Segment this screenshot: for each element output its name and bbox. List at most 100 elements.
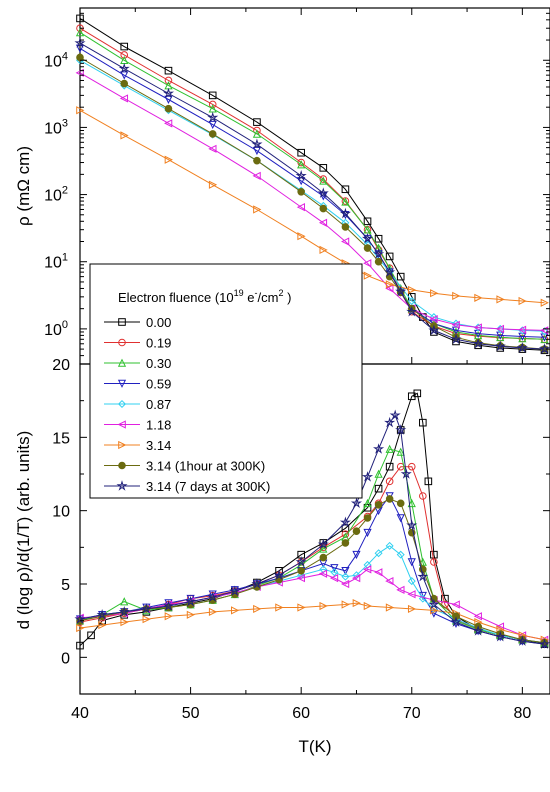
top-y-tick-exp: 4 xyxy=(62,50,68,62)
x-tick-label: 70 xyxy=(403,705,421,722)
top-point xyxy=(385,284,394,293)
legend-title-sup3: 2 xyxy=(278,288,283,298)
top-y-tick-label: 101 xyxy=(44,252,68,272)
legend-marker xyxy=(117,399,127,409)
bottom-point xyxy=(76,623,85,633)
top-point xyxy=(317,187,329,198)
top-series-8 xyxy=(74,37,550,354)
bottom-point xyxy=(430,550,438,559)
bottom-point xyxy=(295,556,307,567)
legend-label: 3.14 xyxy=(146,438,171,453)
bottom-point xyxy=(396,447,405,456)
bottom-point xyxy=(373,443,385,454)
top-point xyxy=(341,223,350,231)
bottom-point xyxy=(407,462,416,471)
bottom-point xyxy=(395,424,407,435)
legend-marker xyxy=(118,461,126,470)
bottom-point xyxy=(296,574,305,583)
legend-marker xyxy=(117,358,127,367)
top-point xyxy=(164,104,173,113)
legend-title: Electron fluence (1019 e-/cm2 ) xyxy=(118,288,291,305)
top-point xyxy=(540,298,549,307)
legend-entry: 1.18 xyxy=(104,418,171,433)
bottom-point xyxy=(251,578,263,589)
top-point xyxy=(341,197,350,206)
top-point xyxy=(407,297,416,306)
bottom-series-6 xyxy=(76,598,549,644)
bottom-y-tick-label: 10 xyxy=(52,504,70,521)
top-point xyxy=(384,266,396,277)
bottom-point xyxy=(374,501,383,509)
top-point xyxy=(517,325,527,334)
bottom-point xyxy=(396,550,405,559)
top-point xyxy=(208,144,217,153)
bottom-point xyxy=(396,585,405,594)
bottom-point xyxy=(385,603,395,612)
bottom-point xyxy=(185,595,197,607)
top-y-tick-base: 10 xyxy=(44,188,62,205)
bottom-point xyxy=(385,576,394,586)
top-point xyxy=(207,111,219,123)
legend-marker xyxy=(117,420,126,429)
top-y-tick-exp: 0 xyxy=(62,319,68,331)
bottom-point xyxy=(418,557,427,566)
bottom-y-tick-label: 20 xyxy=(52,357,70,374)
top-point xyxy=(252,146,262,156)
top-point xyxy=(395,285,407,297)
bottom-point xyxy=(329,574,339,583)
bottom-point xyxy=(339,516,351,528)
top-point xyxy=(75,27,85,37)
bottom-point xyxy=(516,635,528,646)
x-axis-title: T(K) xyxy=(298,737,331,756)
top-point xyxy=(164,76,173,85)
bottom-point xyxy=(229,585,241,597)
bottom-point xyxy=(317,538,329,550)
bottom-point xyxy=(318,569,328,578)
bottom-point xyxy=(340,579,350,589)
bottom-point xyxy=(350,497,363,509)
top-point xyxy=(120,42,129,51)
legend: Electron fluence (1019 e-/cm2 ) 0.00 0.19… xyxy=(89,263,363,499)
top-point xyxy=(76,53,84,62)
bottom-point xyxy=(273,569,285,580)
legend-marker xyxy=(118,318,126,326)
bottom-y-axis-title: d (log ρ)/d(1/T) (arb. units) xyxy=(14,431,33,630)
bottom-point xyxy=(538,638,550,649)
legend-label: 0.30 xyxy=(146,356,171,371)
x-tick-label: 60 xyxy=(292,705,310,722)
top-point xyxy=(253,118,261,126)
top-series-line-8 xyxy=(79,42,545,350)
legend-entries: 0.00 0.19 0.30 0.59 0.87 1.18 3.14 3.14 (1hour … xyxy=(104,315,270,494)
legend-title-unit: /cm xyxy=(257,290,278,305)
bottom-point xyxy=(253,604,262,614)
top-point xyxy=(76,106,85,115)
top-point xyxy=(164,119,173,128)
top-y-tick-exp: 2 xyxy=(62,185,68,197)
bottom-point xyxy=(352,598,361,608)
top-point xyxy=(363,217,372,226)
top-point xyxy=(472,337,484,349)
bottom-point xyxy=(396,499,405,508)
top-point xyxy=(495,324,505,333)
top-point xyxy=(164,66,173,75)
x-tick-label: 40 xyxy=(71,705,89,722)
bottom-point xyxy=(363,498,372,508)
bottom-point xyxy=(341,600,350,609)
legend-label: 0.00 xyxy=(146,315,171,330)
top-point xyxy=(428,324,440,336)
bottom-point xyxy=(407,577,416,586)
bottom-point xyxy=(363,601,372,611)
top-point xyxy=(319,176,328,185)
bottom-point xyxy=(428,598,440,610)
bottom-point xyxy=(87,631,95,640)
top-point xyxy=(340,237,350,246)
top-point xyxy=(297,232,306,241)
top-point xyxy=(496,295,505,304)
legend-entry: 0.00 xyxy=(104,315,171,330)
top-point xyxy=(374,257,383,266)
bottom-point xyxy=(424,477,433,486)
legend-label: 0.87 xyxy=(146,397,171,412)
bottom-y-tick-label: 5 xyxy=(61,577,70,594)
top-series-line-6 xyxy=(79,109,545,304)
top-point xyxy=(252,171,261,180)
